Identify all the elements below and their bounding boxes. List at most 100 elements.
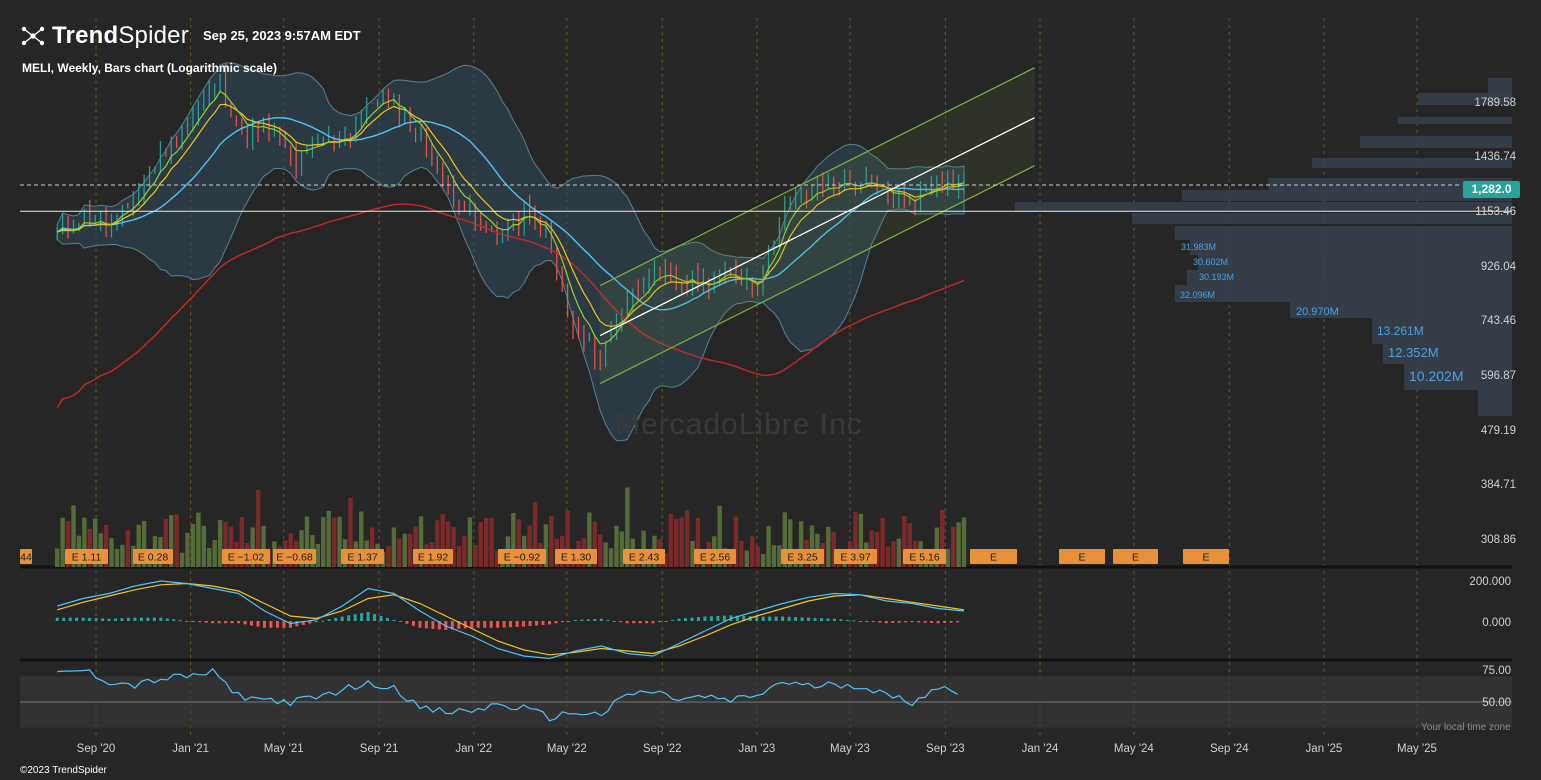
volume-profile-label: 31.983M	[1181, 242, 1216, 252]
y-tick-label: 1436.74	[1474, 151, 1516, 163]
ema-fast-line	[56, 90, 965, 345]
macd-histogram-bar	[696, 617, 700, 621]
trendspider-logo-icon	[21, 26, 45, 46]
earnings-marker	[222, 549, 270, 564]
y-axis-labels: 1789.58 1436.74 1153.46 926.04 743.46 596.87 4…	[1469, 97, 1516, 709]
volume-bar	[71, 505, 76, 567]
macd-histogram-bar	[845, 619, 849, 621]
volume-bar	[516, 519, 521, 567]
macd-histogram-bar	[554, 621, 558, 624]
macd-histogram-bar	[424, 621, 428, 629]
earnings-marker	[65, 549, 108, 564]
earnings-marker	[903, 549, 946, 564]
macd-histogram-bar	[781, 616, 785, 621]
volume-bar	[109, 538, 114, 567]
volume-profile-bar	[1478, 390, 1512, 416]
y-tick-label: 596.87	[1481, 370, 1516, 382]
earnings-marker	[1113, 549, 1158, 564]
volume-bar	[386, 546, 391, 567]
macd-histogram-bar	[308, 621, 312, 624]
macd-histogram-bar	[858, 621, 862, 622]
volume-profile-bar	[1187, 270, 1512, 285]
macd-histogram-bar	[943, 621, 947, 623]
macd-y-tick-label: 200.000	[1469, 576, 1511, 588]
macd-histogram-bar	[146, 617, 150, 621]
macd-histogram-bar	[243, 621, 247, 625]
volume-bar	[120, 544, 125, 567]
volume-profile-bar	[1132, 213, 1512, 224]
volume-profile-bar	[1383, 344, 1512, 364]
macd-histogram-bar	[774, 616, 778, 621]
earnings-marker	[834, 549, 877, 564]
macd-histogram-bar	[347, 615, 351, 621]
volume-bar	[549, 515, 554, 567]
macd-histogram-bar	[813, 617, 817, 621]
earnings-marker	[555, 549, 597, 564]
volume-bar	[809, 525, 815, 567]
macd-histogram-bar	[645, 621, 649, 624]
macd-histogram-bar	[55, 617, 59, 621]
earnings-marker	[694, 549, 736, 564]
macd-histogram-bar	[75, 617, 79, 621]
earnings-marker	[623, 549, 665, 564]
volume-bar	[777, 545, 782, 567]
macd-histogram-bar	[392, 619, 396, 621]
volume-bar	[619, 531, 625, 567]
volume-bar	[896, 538, 902, 567]
macd-histogram-bar	[735, 615, 739, 621]
volume-bar	[445, 521, 451, 567]
macd-histogram-bar	[198, 621, 202, 623]
macd-histogram-bar	[373, 613, 377, 621]
volume-bar	[885, 546, 891, 567]
earnings-markers: 44 E 1.11 E 0.28 E −1.02 E −0.68 E 1.37 E 1.92…	[20, 549, 1229, 564]
earnings-marker	[133, 549, 173, 564]
volume-bar	[891, 541, 896, 567]
macd-histogram-bar	[282, 621, 286, 628]
macd-histogram-bar	[159, 617, 163, 621]
volume-bar	[565, 510, 570, 567]
volume-bar	[331, 517, 337, 567]
macd-histogram-bar	[185, 621, 189, 622]
x-tick-label: Sep '22	[643, 743, 682, 755]
volume-profile-bar	[1190, 240, 1512, 255]
price-candles	[56, 63, 965, 371]
macd-histogram-bar	[230, 621, 234, 624]
earnings-label: E 2.43	[629, 552, 660, 564]
volume-bar	[304, 516, 310, 567]
macd-histogram-bar	[295, 621, 299, 627]
macd-histogram-bar	[126, 617, 130, 621]
volume-bar	[315, 543, 321, 567]
volume-bar	[82, 517, 87, 567]
macd-histogram-bar	[94, 618, 98, 621]
volume-bar	[228, 526, 234, 567]
macd-histogram-bar	[716, 615, 720, 621]
y-tick-label: 1153.46	[1475, 206, 1516, 218]
earnings-marker	[970, 549, 1017, 564]
volume-bar	[217, 519, 223, 567]
volume-bar	[299, 530, 304, 567]
volume-bar	[174, 514, 179, 567]
timezone-note: Your local time zone	[1421, 722, 1511, 733]
macd-histogram-bar	[826, 618, 830, 621]
volume-bar	[858, 513, 864, 567]
volume-bar	[766, 526, 771, 567]
volume-bar	[760, 554, 766, 567]
ema-slow-line	[57, 103, 965, 328]
macd-y-tick-label: 0.000	[1482, 617, 1511, 629]
volume-bar	[190, 524, 196, 567]
macd-histogram-bar	[690, 617, 694, 621]
volume-bar	[60, 517, 65, 567]
macd-histogram-bar	[852, 620, 856, 622]
volume-bar	[907, 523, 912, 567]
brand-name: TrendSpider	[52, 22, 189, 49]
macd-histogram-bar	[483, 621, 487, 628]
volume-bar	[467, 517, 473, 567]
macd-histogram-bar	[593, 619, 597, 621]
volume-profile-bar	[1290, 302, 1512, 318]
volume-bar	[668, 513, 673, 567]
earnings-label: E 0.28	[138, 552, 169, 564]
volume-bar	[869, 530, 874, 567]
macd-histogram-bar	[114, 618, 118, 621]
macd-histogram-bar	[191, 621, 195, 622]
